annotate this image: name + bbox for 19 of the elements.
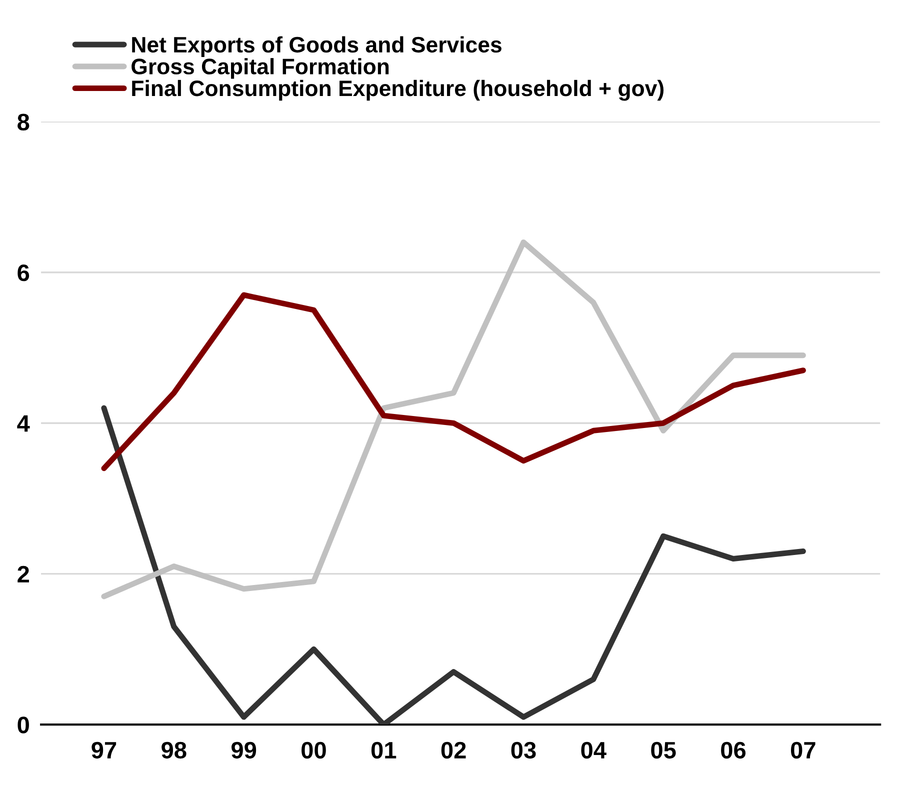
x-tick-label: 04 xyxy=(581,742,606,759)
legend-label: Gross Capital Formation xyxy=(132,58,389,79)
legend-label: Net Exports of Goods and Services xyxy=(132,36,502,57)
x-tick-label: 00 xyxy=(302,742,326,759)
x-tick-label: 06 xyxy=(721,742,746,759)
legend-label: Final Consumption Expenditure (household + gov) xyxy=(132,80,664,101)
x-tick-label: 97 xyxy=(92,742,116,759)
x-tick-label: 03 xyxy=(511,742,536,759)
y-tick-label: 0 xyxy=(18,716,29,734)
y-tick-label: 8 xyxy=(18,114,30,130)
x-tick-label: 05 xyxy=(651,742,676,759)
x-tick-label: 07 xyxy=(790,742,816,759)
x-tick-label: 01 xyxy=(371,742,396,759)
x-tick-label: 02 xyxy=(441,742,466,759)
y-tick-label: 6 xyxy=(18,264,30,282)
x-tick-label: 99 xyxy=(231,742,256,759)
y-tick-label: 4 xyxy=(17,415,30,432)
y-tick-label: 2 xyxy=(18,566,29,582)
x-tick-label: 98 xyxy=(162,742,186,759)
